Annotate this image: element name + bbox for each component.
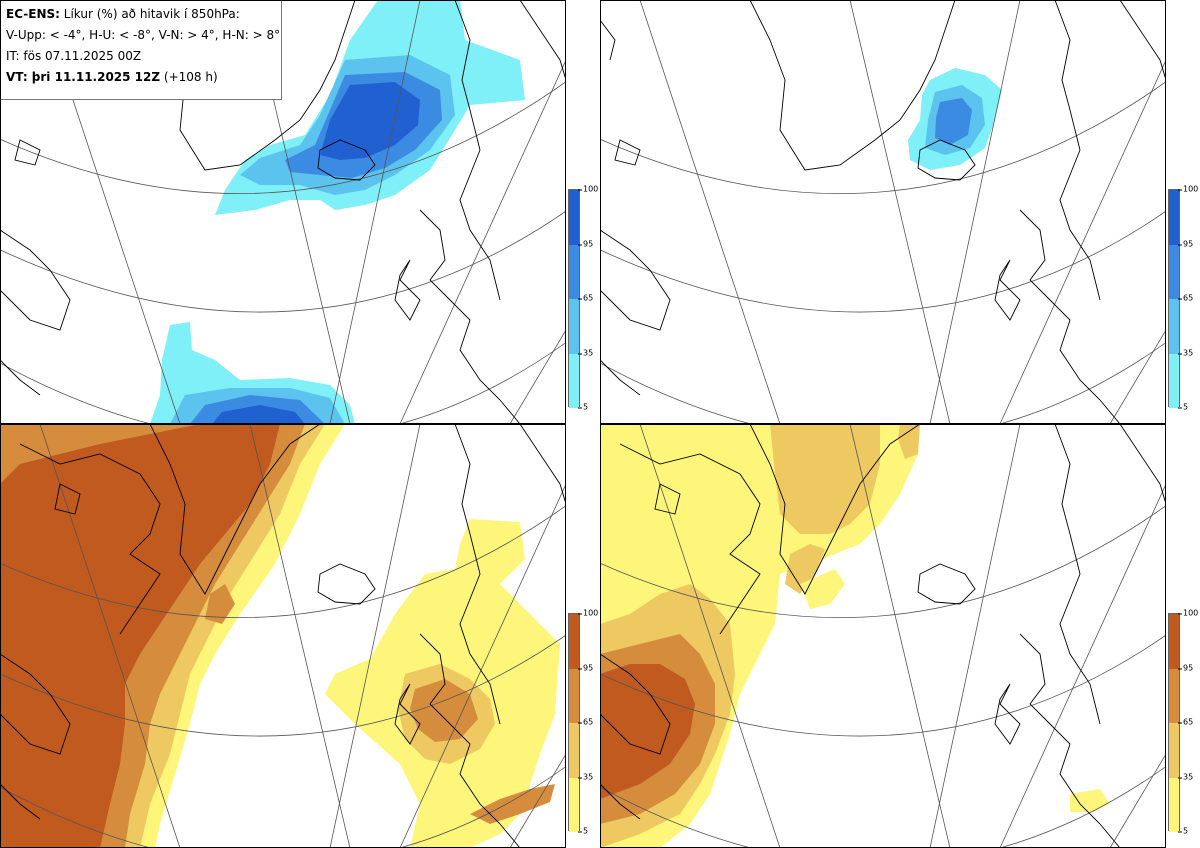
tick-label: 95	[1177, 239, 1194, 249]
colorbar-segment	[569, 614, 579, 669]
tick-label: 35	[577, 772, 594, 782]
tick-label: 100	[577, 184, 599, 194]
probability-field-east	[325, 519, 560, 848]
map-svg	[600, 424, 1166, 848]
probability-field-south	[150, 322, 355, 424]
colorbar-segment	[1169, 190, 1179, 245]
tick-label: 95	[1177, 663, 1194, 673]
colorbar-segment	[569, 778, 579, 832]
tick-label: 35	[1177, 348, 1194, 358]
info-line-title: EC-ENS: Líkur (%) að hitavik í 850hPa:	[6, 6, 281, 27]
init-time-text: IT: fös 07.11.2025 00Z	[6, 49, 142, 63]
tick-label: 5	[577, 826, 589, 836]
graticule	[600, 0, 1166, 424]
coastlines	[0, 0, 566, 424]
valid-time-label: VT: þri 11.11.2025 12Z	[6, 70, 161, 84]
colorbar-segment	[1169, 354, 1179, 408]
map-svg	[0, 0, 566, 424]
thresholds-text: V-Upp: < -4°, H-U: < -8°, V-N: > 4°, H-N…	[6, 28, 281, 42]
colorbar-segment	[1169, 723, 1179, 778]
map-panel-cold-8	[600, 0, 1166, 424]
model-label: EC-ENS:	[6, 7, 60, 21]
tick-label: 5	[577, 402, 589, 412]
tick-label: 65	[577, 293, 594, 303]
tick-label: 100	[1177, 608, 1199, 618]
info-line-valid: VT: þri 11.11.2025 12Z (+108 h)	[6, 69, 281, 90]
colorbar-segment	[1169, 669, 1179, 723]
tick-label: 100	[577, 608, 599, 618]
probability-field	[600, 424, 1110, 848]
map-svg	[600, 0, 1166, 424]
map-panel-warm-4	[0, 424, 566, 848]
map-svg	[0, 424, 566, 848]
colorbar-segment	[569, 354, 579, 408]
tick-label: 95	[577, 663, 594, 673]
coastlines	[0, 424, 566, 848]
coastlines	[600, 424, 1166, 848]
tick-label: 5	[1177, 826, 1189, 836]
map-panel-warm-8	[600, 424, 1166, 848]
tick-label: 65	[577, 717, 594, 727]
tick-label: 65	[1177, 717, 1194, 727]
colorbar-segment	[569, 245, 579, 299]
tick-label: 35	[577, 348, 594, 358]
probability-field-north	[215, 0, 525, 215]
colorbar-segment	[569, 190, 579, 245]
colorbar-segment	[1169, 778, 1179, 832]
tick-label: 100	[1177, 184, 1199, 194]
title-text: Líkur (%) að hitavik í 850hPa:	[63, 7, 240, 21]
colorbar-segment	[1169, 299, 1179, 354]
tick-label: 65	[1177, 293, 1194, 303]
valid-offset: (+108 h)	[163, 70, 218, 84]
colorbar-segment	[1169, 245, 1179, 299]
colorbar-segment	[569, 669, 579, 723]
coastlines	[600, 0, 1166, 424]
tick-label: 35	[1177, 772, 1194, 782]
colorbar-segment	[1169, 614, 1179, 669]
tick-label: 5	[1177, 402, 1189, 412]
colorbar-segment	[569, 299, 579, 354]
probability-field	[908, 68, 1002, 170]
probability-field-west	[0, 424, 345, 848]
colorbar-segment	[569, 723, 579, 778]
graticule	[600, 424, 1166, 848]
graticule	[0, 424, 566, 848]
tick-label: 95	[577, 239, 594, 249]
map-panel-cold-4: EC-ENS: Líkur (%) að hitavik í 850hPa: V…	[0, 0, 566, 424]
info-box: EC-ENS: Líkur (%) að hitavik í 850hPa: V…	[0, 0, 282, 100]
